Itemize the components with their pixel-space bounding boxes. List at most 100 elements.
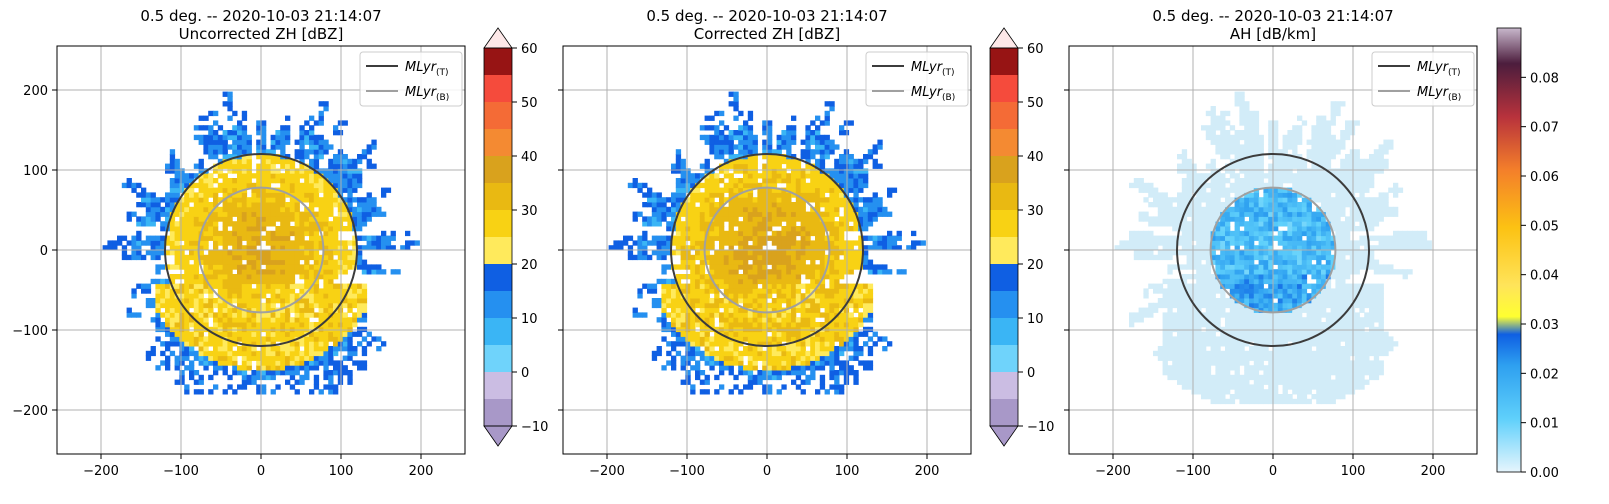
radar-cell	[337, 374, 344, 381]
radar-cell	[680, 245, 686, 251]
radar-cell	[227, 331, 233, 337]
radar-cell	[1220, 331, 1226, 337]
colorbar-segment	[484, 183, 512, 210]
radar-cell	[771, 182, 778, 189]
radar-cell	[184, 216, 190, 222]
radar-cell	[309, 178, 315, 184]
radar-cell	[752, 173, 758, 179]
radar-cell	[771, 173, 778, 179]
radar-cell	[261, 374, 267, 381]
radar-cell	[342, 187, 348, 193]
radar-cell	[361, 245, 368, 251]
radar-cell	[675, 168, 682, 174]
radar-cell	[155, 307, 161, 313]
radar-cell	[651, 302, 658, 309]
radar-cell	[661, 302, 667, 309]
radar-cell	[1201, 197, 1207, 203]
radar-cell	[208, 250, 214, 256]
radar-cell	[671, 288, 677, 294]
radar-cell	[776, 245, 782, 251]
radar-cell	[757, 226, 763, 232]
radar-cell	[241, 115, 248, 121]
radar-cell	[1205, 278, 1212, 285]
radar-cell	[896, 235, 902, 241]
radar-cell	[217, 235, 224, 241]
radar-cell	[352, 197, 358, 203]
radar-cell	[203, 115, 209, 121]
radar-cell	[805, 168, 811, 174]
radar-cell	[160, 235, 166, 241]
radar-cell	[385, 245, 392, 251]
radar-cell	[155, 197, 161, 203]
radar-cell	[1124, 245, 1130, 251]
radar-cell	[1177, 206, 1183, 213]
radar-cell	[723, 254, 730, 261]
radar-cell	[699, 202, 706, 208]
radar-cell	[1167, 211, 1173, 217]
radar-cell	[675, 154, 682, 160]
radar-cell	[618, 240, 624, 246]
radar-cell	[671, 235, 677, 241]
radar-cell	[1186, 259, 1192, 265]
radar-cell	[651, 355, 658, 361]
radar-cell	[656, 206, 662, 213]
radar-cell	[733, 331, 739, 337]
radar-cell	[805, 197, 811, 203]
radar-cell	[690, 341, 696, 347]
radar-cell	[800, 264, 806, 270]
radar-cell	[767, 326, 773, 333]
radar-cell	[1196, 389, 1202, 395]
radar-cell	[848, 154, 854, 160]
radar-cell	[261, 326, 267, 333]
radar-cell	[651, 192, 658, 198]
radar-cell	[366, 144, 372, 150]
radar-cell	[911, 240, 917, 246]
radar-cell	[409, 240, 416, 246]
radar-cell	[1181, 365, 1188, 371]
radar-cell	[1220, 206, 1226, 213]
radar-cell	[695, 182, 701, 189]
radar-cell	[337, 187, 344, 193]
radar-cell	[222, 259, 228, 265]
radar-cell	[1191, 370, 1197, 376]
radar-cell	[704, 158, 710, 165]
radar-cell	[1220, 288, 1226, 294]
radar-cell	[121, 245, 128, 251]
radar-cell	[1143, 211, 1149, 217]
radar-cell	[280, 173, 286, 179]
radar-cell	[246, 163, 252, 169]
radar-cell	[1177, 278, 1183, 285]
radar-cell	[800, 312, 806, 318]
radar-cell	[347, 374, 353, 381]
radar-cell	[323, 139, 329, 145]
radar-cell	[261, 269, 267, 275]
radar-cell	[198, 250, 204, 256]
radar-cell	[357, 317, 363, 323]
radar-cell	[690, 283, 696, 289]
radar-cell	[699, 307, 706, 313]
radar-cell	[810, 322, 816, 328]
colorbar-segment	[990, 318, 1018, 345]
radar-cell	[299, 302, 305, 309]
radar-cell	[352, 346, 358, 352]
radar-cell	[1172, 370, 1178, 376]
radar-cell	[1210, 187, 1216, 193]
radar-cell	[174, 298, 180, 304]
radar-cell	[810, 240, 816, 246]
radar-cell	[704, 192, 710, 198]
radar-cell	[805, 341, 811, 347]
radar-cell	[337, 293, 344, 299]
radar-cell	[222, 341, 228, 347]
radar-cell	[1191, 298, 1197, 304]
radar-cell	[1191, 168, 1197, 174]
radar-cell	[863, 250, 869, 256]
radar-cell	[280, 317, 286, 323]
radar-cell	[294, 379, 300, 385]
radar-cell	[1205, 326, 1212, 333]
radar-cell	[752, 264, 758, 270]
radar-cell	[815, 350, 821, 357]
radar-cell	[160, 240, 166, 246]
radar-cell	[309, 221, 315, 227]
radar-cell	[232, 365, 238, 371]
radar-cell	[318, 216, 324, 222]
